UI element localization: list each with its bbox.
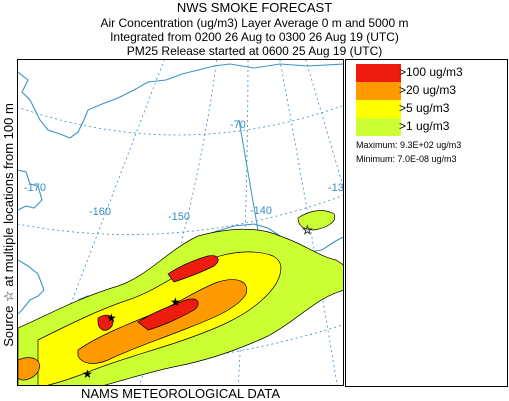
smoke-map: ★ ★ ☆ ★ -170 -160 -150 -140 -130 -70: [17, 59, 344, 386]
concentration-subtitle: Air Concentration (ug/m3) Layer Average …: [100, 16, 409, 30]
minimum-value: Minimum: 7.0E-08 ug/m3: [356, 154, 457, 164]
release-info: PM25 Release started at 0600 25 Aug 19 (…: [126, 44, 383, 58]
concentration-legend: >100 ug/m3 >20 ug/m3 >5 ug/m3 >1 ug/m3 M…: [345, 59, 508, 387]
legend-swatch: [356, 64, 401, 82]
legend-label: >20 ug/m3: [399, 83, 457, 97]
lon-label: -150: [168, 211, 191, 223]
lon-label: -170: [24, 182, 47, 194]
svg-text:★: ★: [170, 295, 181, 309]
smoke-contours: [18, 210, 343, 385]
lon-label: -160: [89, 206, 112, 218]
forecast-title: NWS SMOKE FORECAST: [176, 0, 333, 15]
legend-swatch: [356, 100, 401, 118]
coastline: [18, 63, 343, 385]
legend-swatch: [356, 118, 401, 136]
legend-swatch: [356, 82, 401, 100]
lon-label: -70: [230, 119, 246, 131]
lon-label: -130: [328, 182, 344, 194]
map-canvas: ★ ★ ☆ ★: [18, 60, 343, 385]
maximum-value: Maximum: 9.3E+02 ug/m3: [356, 140, 462, 150]
legend-label: >100 ug/m3: [399, 65, 463, 79]
integration-period: Integrated from 0200 26 Aug to 0300 26 A…: [110, 30, 399, 44]
source-markers: ★ ★ ☆ ★: [82, 223, 313, 381]
legend-label: >5 ug/m3: [399, 101, 450, 115]
data-source-label: NAMS METEOROLOGICAL DATA: [80, 386, 281, 401]
svg-text:☆: ☆: [302, 223, 313, 237]
svg-text:★: ★: [106, 311, 117, 325]
source-locations-label: Source ☆ at multiple locations from 100 …: [1, 103, 16, 347]
lon-label: -140: [250, 205, 273, 217]
svg-text:★: ★: [82, 367, 93, 381]
legend-label: >1 ug/m3: [399, 119, 450, 133]
